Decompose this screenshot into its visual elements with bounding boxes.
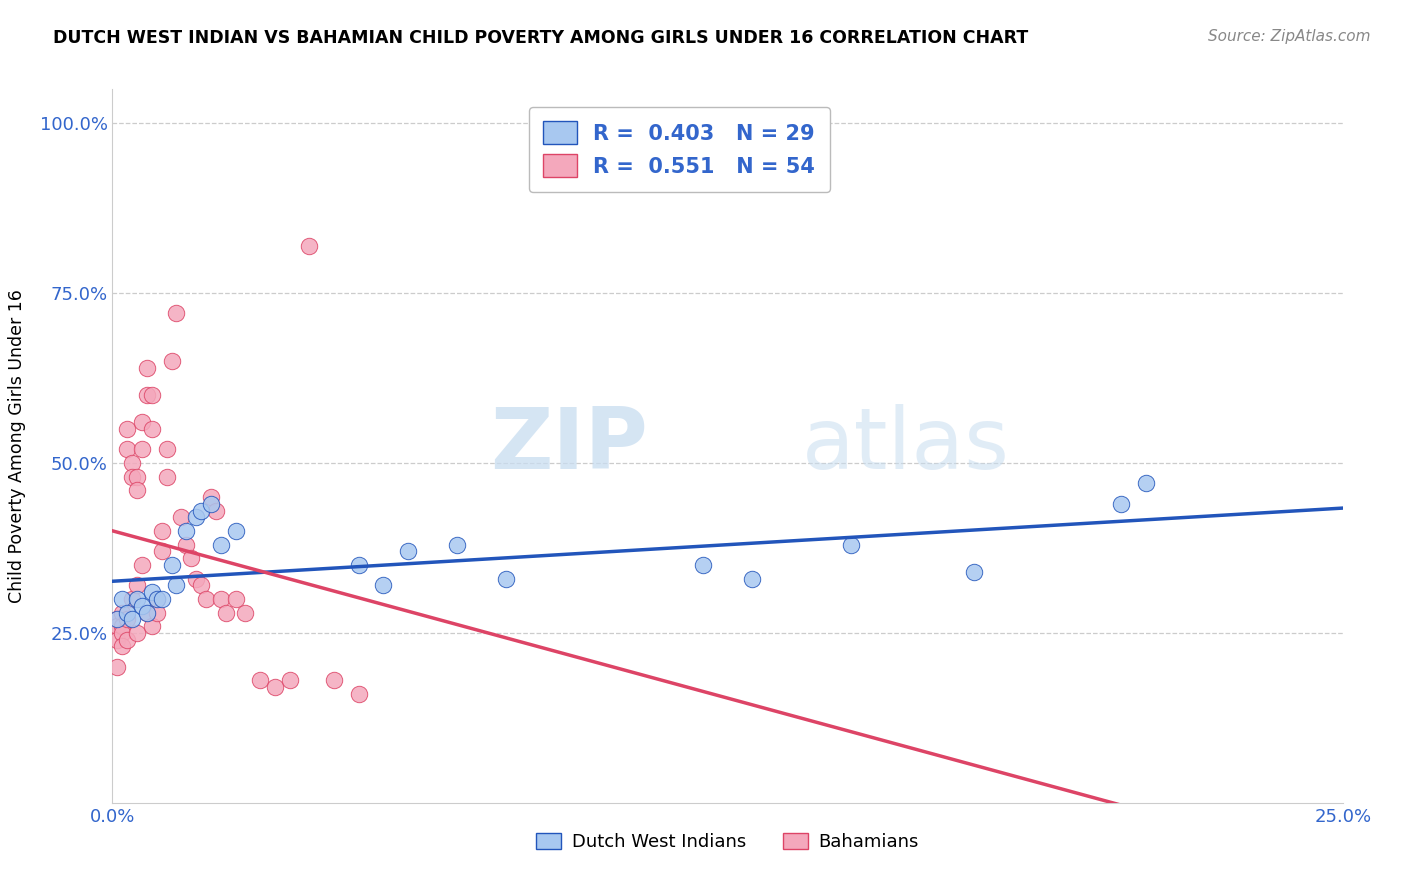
- Point: [136, 606, 159, 620]
- Point: [166, 578, 188, 592]
- Point: [127, 591, 149, 606]
- Point: [174, 524, 197, 538]
- Point: [107, 660, 129, 674]
- Point: [214, 606, 236, 620]
- Text: Source: ZipAtlas.com: Source: ZipAtlas.com: [1208, 29, 1371, 44]
- Point: [186, 572, 208, 586]
- Y-axis label: Child Poverty Among Girls Under 16: Child Poverty Among Girls Under 16: [7, 289, 25, 603]
- Point: [127, 469, 149, 483]
- Point: [1135, 476, 1157, 491]
- Point: [298, 238, 321, 252]
- Point: [141, 585, 163, 599]
- Point: [166, 306, 188, 320]
- Point: [111, 640, 134, 654]
- Point: [233, 606, 256, 620]
- Point: [249, 673, 271, 688]
- Point: [495, 572, 517, 586]
- Point: [446, 537, 468, 551]
- Point: [278, 673, 301, 688]
- Point: [225, 524, 247, 538]
- Point: [839, 537, 862, 551]
- Point: [127, 626, 149, 640]
- Point: [111, 619, 134, 633]
- Point: [111, 591, 134, 606]
- Point: [141, 388, 163, 402]
- Point: [200, 497, 222, 511]
- Point: [121, 591, 143, 606]
- Point: [136, 606, 159, 620]
- Point: [107, 632, 129, 647]
- Point: [194, 591, 217, 606]
- Point: [347, 687, 370, 701]
- Point: [136, 388, 159, 402]
- Point: [209, 591, 232, 606]
- Point: [127, 578, 149, 592]
- Point: [205, 503, 228, 517]
- Point: [150, 544, 173, 558]
- Point: [121, 469, 143, 483]
- Point: [692, 558, 714, 572]
- Point: [141, 619, 163, 633]
- Point: [150, 591, 173, 606]
- Point: [347, 558, 370, 572]
- Point: [170, 510, 193, 524]
- Point: [160, 354, 183, 368]
- Point: [200, 490, 222, 504]
- Point: [155, 442, 177, 457]
- Point: [190, 503, 212, 517]
- Point: [131, 415, 153, 429]
- Text: DUTCH WEST INDIAN VS BAHAMIAN CHILD POVERTY AMONG GIRLS UNDER 16 CORRELATION CHA: DUTCH WEST INDIAN VS BAHAMIAN CHILD POVE…: [53, 29, 1029, 46]
- Point: [371, 578, 394, 592]
- Text: atlas: atlas: [801, 404, 1010, 488]
- Point: [160, 558, 183, 572]
- Point: [117, 612, 138, 626]
- Point: [741, 572, 763, 586]
- Point: [174, 537, 197, 551]
- Point: [121, 612, 143, 626]
- Point: [150, 524, 173, 538]
- Point: [107, 612, 129, 626]
- Point: [117, 442, 138, 457]
- Point: [117, 422, 138, 436]
- Point: [107, 612, 129, 626]
- Point: [111, 606, 134, 620]
- Point: [323, 673, 346, 688]
- Point: [180, 551, 202, 566]
- Point: [141, 422, 163, 436]
- Point: [121, 456, 143, 470]
- Text: ZIP: ZIP: [489, 404, 648, 488]
- Point: [264, 680, 287, 694]
- Point: [155, 469, 177, 483]
- Point: [209, 537, 232, 551]
- Point: [117, 632, 138, 647]
- Point: [111, 626, 134, 640]
- Point: [131, 442, 153, 457]
- Point: [396, 544, 419, 558]
- Point: [146, 591, 169, 606]
- Point: [117, 606, 138, 620]
- Point: [146, 591, 169, 606]
- Point: [127, 483, 149, 498]
- Point: [146, 606, 169, 620]
- Point: [136, 360, 159, 375]
- Point: [131, 599, 153, 613]
- Point: [962, 565, 984, 579]
- Legend: Dutch West Indians, Bahamians: Dutch West Indians, Bahamians: [529, 825, 927, 858]
- Point: [131, 558, 153, 572]
- Point: [1111, 497, 1133, 511]
- Point: [107, 619, 129, 633]
- Point: [225, 591, 247, 606]
- Point: [186, 510, 208, 524]
- Point: [190, 578, 212, 592]
